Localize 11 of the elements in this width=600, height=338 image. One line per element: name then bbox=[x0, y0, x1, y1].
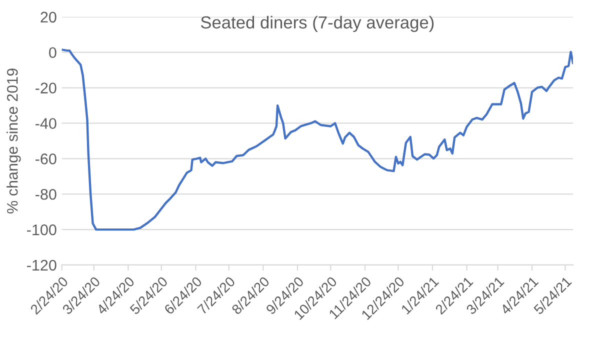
y-tick-label: -20 bbox=[36, 82, 56, 94]
y-tick-label: -80 bbox=[36, 188, 56, 200]
y-tick-label: -100 bbox=[27, 224, 56, 236]
y-tick-label: 20 bbox=[40, 12, 56, 23]
y-tick-label: -40 bbox=[36, 118, 56, 129]
y-tick-label: -60 bbox=[36, 154, 56, 164]
line-series bbox=[62, 48, 573, 231]
y-tick-label: 0 bbox=[49, 47, 56, 58]
y-axis-title: % change since 2019 bbox=[6, 68, 21, 214]
y-tick-label: -120 bbox=[27, 260, 56, 271]
chart-title: Seated diners (7-day average) bbox=[200, 16, 434, 32]
